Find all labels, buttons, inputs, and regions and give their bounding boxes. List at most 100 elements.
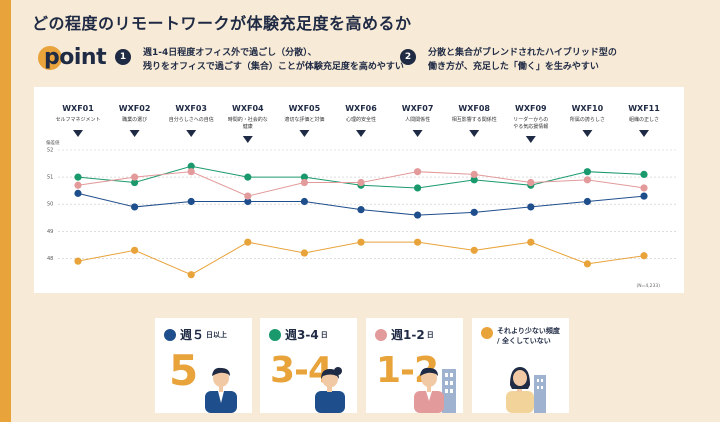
legend-label: 週５ (180, 328, 205, 342)
legend-card-less: それより少ない頻度 / 全くしていない (472, 318, 569, 413)
legend-big-number: 5 (169, 346, 198, 395)
data-point (244, 238, 252, 246)
data-point (640, 252, 648, 260)
legend-note-line: / 全くしていない (497, 337, 551, 345)
category-label: 相互影響する関係性 (452, 116, 497, 123)
legend-note-line: それより少ない頻度 (497, 327, 560, 335)
data-point (74, 257, 82, 265)
data-point (583, 260, 592, 268)
legend-suffix: 日 (426, 330, 434, 339)
category-label: セルフマネジメント (55, 117, 100, 123)
data-point (187, 162, 195, 170)
series-2 (74, 168, 648, 200)
data-point (187, 168, 195, 176)
data-point (300, 178, 308, 187)
legend-label: 週3-4 (285, 328, 319, 342)
category-marker-arrow (129, 130, 140, 137)
data-point (131, 178, 139, 187)
data-point (470, 208, 478, 216)
point-text-line: 分散と集合がブレンドされたハイブリッド型の (428, 48, 617, 58)
data-point (470, 176, 478, 184)
legend-card-3-4days: 週3-4 日 3-4 (260, 318, 357, 413)
data-point (187, 197, 195, 206)
legend-head: 週５ 日以上 (164, 326, 227, 343)
series-0 (74, 189, 648, 219)
chart-footnote: (N=4,233) (636, 283, 660, 289)
category-code: WXF08 (458, 104, 490, 113)
point-text-line: 残りをオフィスで過ごす（集合）ことが体験充足度を高めやすい (143, 62, 404, 72)
series-3 (74, 238, 648, 279)
category-marker-arrow (639, 130, 649, 137)
legend-big-number: 3-4 (270, 350, 333, 391)
legend-card-1-2days: 週1-2 日 1-2 (366, 318, 463, 413)
data-point (527, 238, 535, 246)
data-point (583, 168, 592, 176)
y-axis-label: 偏差値 (46, 139, 60, 146)
data-point (583, 197, 592, 206)
data-point (414, 211, 422, 219)
point-text-line: 働き方が、充足した「働く」を生みやすい (428, 62, 599, 72)
legend-dot (375, 328, 387, 341)
point-logo: point (36, 44, 107, 74)
data-point (244, 173, 252, 181)
point-number-badge: 1 (115, 49, 131, 65)
y-tick-label: 50 (47, 202, 53, 208)
point-text: 分散と集合がブレンドされたハイブリッド型の 働き方が、充足した「働く」を生みやす… (428, 46, 617, 74)
data-point (470, 246, 478, 254)
chart-card: 偏差値 48 49 50 51 52 WXF01 セルフマネジメント WXF02 職業の選び WXF… (34, 87, 684, 293)
data-point (187, 271, 195, 279)
data-point (300, 197, 308, 206)
data-point (640, 170, 648, 178)
legend-dot (164, 328, 176, 341)
data-point (583, 176, 592, 184)
remote-worker-woman-icon (506, 367, 546, 413)
category-label: やる気応援情報 (513, 123, 548, 130)
legend-dot (269, 328, 281, 341)
office-worker-man-icon (205, 367, 237, 413)
data-point (527, 178, 535, 187)
left-accent-stripe (0, 0, 11, 422)
point-text-line: 週1-4日程度オフィス外で過ごし（分散）、 (143, 48, 317, 58)
category-code: WXF04 (232, 104, 264, 113)
category-label: 時間的・社会的な (228, 116, 268, 123)
category-label: 組織の正しさ (629, 116, 659, 123)
legend-head: それより少ない頻度 / 全くしていない (481, 326, 560, 346)
point-logo-circle (38, 46, 62, 70)
data-point (640, 192, 648, 200)
data-point (357, 206, 365, 214)
data-point (357, 238, 365, 246)
line-chart: 偏差値 48 49 50 51 52 WXF01 セルフマネジメント WXF02 職業の選び WXF… (46, 104, 676, 289)
data-point (414, 238, 422, 246)
point-number-badge: 2 (400, 49, 416, 65)
category-marker-arrow (469, 130, 480, 137)
data-point (74, 173, 82, 181)
data-point (74, 181, 82, 189)
legend-suffix: 日 (320, 330, 328, 339)
category-marker-arrow (73, 130, 83, 137)
category-marker-arrow (186, 130, 197, 137)
y-tick-label: 49 (47, 229, 53, 235)
data-point (640, 184, 648, 192)
y-tick-label: 48 (47, 256, 53, 262)
legend-head: 週3-4 日 (269, 326, 328, 343)
category-code: WXF01 (62, 104, 94, 113)
category-label: 職業の選び (122, 116, 147, 123)
point-item-1: 1 週1-4日程度オフィス外で過ごし（分散）、 残りをオフィスで過ごす（集合）こ… (115, 46, 404, 74)
data-point (414, 184, 422, 192)
y-tick-label: 51 (47, 175, 53, 181)
data-point (131, 203, 139, 211)
category-label: リーダーからの (513, 116, 548, 123)
data-point (244, 197, 252, 206)
category-marker-arrow (242, 136, 253, 143)
category-label: 人間関係性 (405, 116, 430, 123)
data-point (244, 192, 252, 200)
data-point (357, 178, 365, 187)
data-point (300, 173, 308, 181)
category-code: WXF03 (175, 104, 207, 113)
category-marker-arrow (299, 130, 310, 137)
category-marker-arrow (582, 130, 593, 137)
data-point (131, 173, 139, 181)
data-point (414, 168, 422, 176)
category-code: WXF09 (515, 104, 547, 113)
data-point (131, 246, 139, 254)
